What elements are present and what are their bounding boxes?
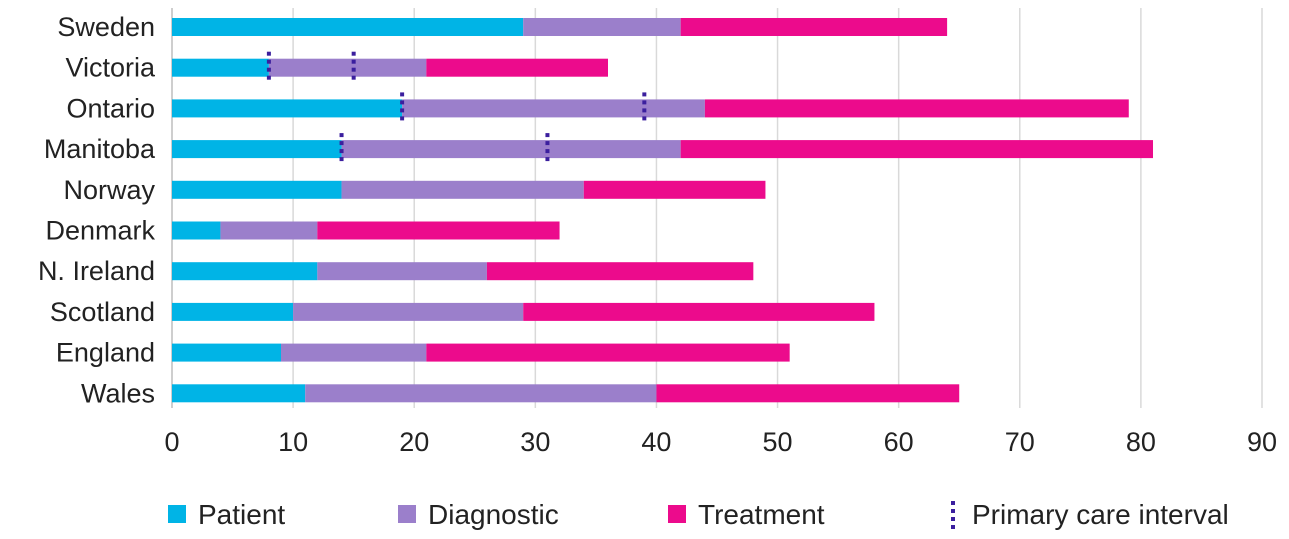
bar-manitoba-diagnostic [341,140,681,159]
bar-victoria-diagnostic [268,58,427,77]
bar-sweden-diagnostic [523,18,681,36]
legend-label-treatment: Treatment [698,499,825,530]
x-tick-label: 40 [641,427,671,457]
bar-ontario-treatment [704,99,1129,118]
legend: Patient Diagnostic Treatment Primary care i… [168,499,1229,530]
category-label-wales: Wales [81,378,155,408]
category-label-manitoba: Manitoba [44,134,156,164]
x-tick-label: 70 [1005,427,1035,457]
category-label-victoria: Victoria [65,53,156,83]
bar-scotland-patient [172,302,294,321]
bar-ontario-patient [172,99,403,118]
primary-care-marker-end-manitoba [545,133,550,162]
x-tick-label: 10 [278,427,308,457]
bars [172,18,1153,403]
category-label-norway: Norway [63,175,155,205]
x-tick-label: 0 [164,427,179,457]
bar-wales-patient [172,384,306,403]
bar-manitoba-treatment [680,140,1153,159]
bar-england-patient [172,343,281,362]
bar-scotland-diagnostic [293,302,524,321]
primary-care-markers [266,51,647,162]
legend-label-primary-care-interval: Primary care interval [972,499,1229,530]
bar-england-diagnostic [281,343,427,362]
bar-denmark-treatment [317,221,560,240]
primary-care-marker-end-victoria [351,51,356,80]
bar-ontario-diagnostic [402,99,705,118]
bar-n-ireland-treatment [486,262,754,281]
category-label-england: England [56,338,155,368]
bar-n-ireland-patient [172,262,318,281]
category-label-denmark: Denmark [45,216,155,246]
bar-denmark-diagnostic [220,221,318,240]
primary-care-marker-start-ontario [400,92,405,121]
bar-victoria-patient [172,58,269,77]
bar-wales-diagnostic [305,384,657,403]
x-axis-tick-labels: 0 10 20 30 40 50 60 70 80 90 [164,427,1277,457]
bar-norway-diagnostic [341,180,584,199]
legend-swatch-diagnostic [398,505,416,523]
x-tick-label: 30 [520,427,550,457]
category-label-sweden: Sweden [57,12,155,42]
bar-norway-treatment [583,180,766,199]
primary-care-marker-start-manitoba [339,133,344,162]
x-tick-label: 20 [399,427,429,457]
bar-n-ireland-diagnostic [317,262,487,281]
category-label-ontario: Ontario [66,93,155,123]
bar-denmark-patient [172,221,221,240]
bar-sweden-treatment [680,18,948,36]
bar-england-treatment [426,343,790,362]
x-tick-label: 80 [1126,427,1156,457]
category-label-scotland: Scotland [50,297,155,327]
primary-care-marker-end-ontario [642,92,647,121]
bar-sweden-patient [172,18,524,36]
bar-manitoba-patient [172,140,342,159]
legend-label-diagnostic: Diagnostic [428,499,559,530]
category-label-n-ireland: N. Ireland [38,256,155,286]
legend-label-patient: Patient [198,499,285,530]
legend-swatch-primary-care-interval [951,501,955,529]
x-tick-label: 60 [884,427,914,457]
legend-swatch-patient [168,505,186,523]
bar-wales-treatment [656,384,960,403]
bar-victoria-treatment [426,58,608,77]
legend-swatch-treatment [668,505,686,523]
bar-norway-patient [172,180,342,199]
x-tick-label: 50 [763,427,793,457]
category-labels: Sweden Victoria Ontario Manitoba Norway Denma… [38,12,156,408]
bar-scotland-treatment [523,302,875,321]
primary-care-marker-start-victoria [266,51,271,80]
x-tick-label: 90 [1247,427,1277,457]
